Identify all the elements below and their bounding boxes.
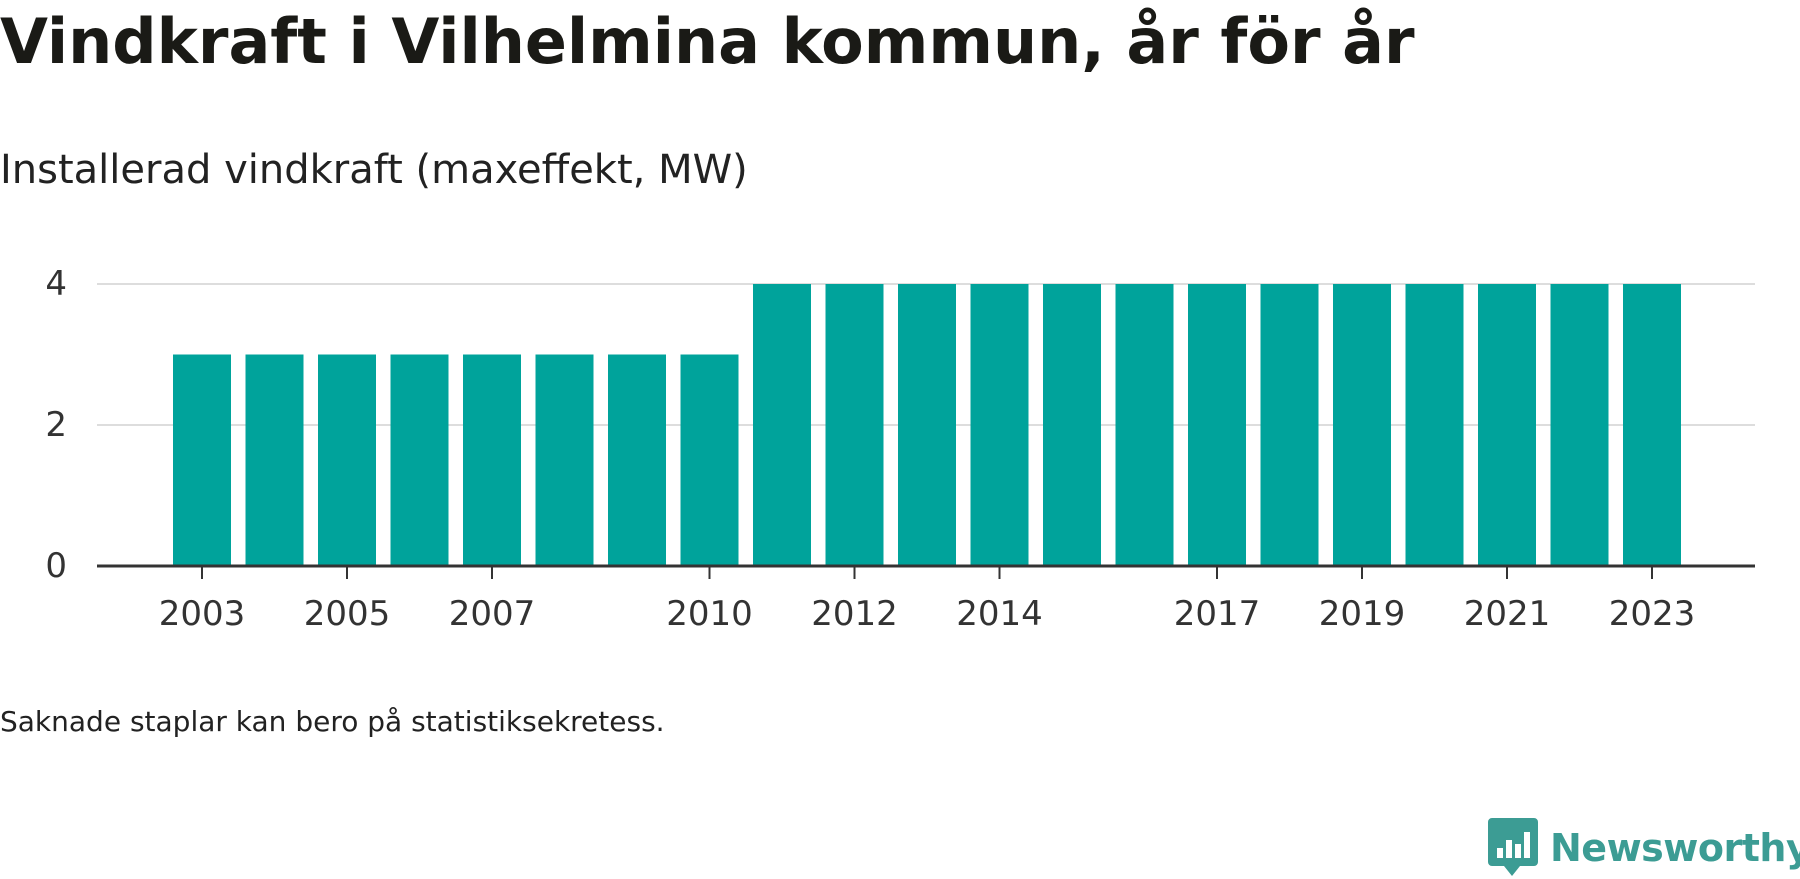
bar-2018 — [1260, 284, 1319, 566]
newsworthy-logo: Newsworthy — [1488, 818, 1800, 878]
bar-2017 — [1188, 284, 1246, 566]
bar-2010 — [680, 354, 739, 566]
bar-2021 — [1478, 284, 1536, 566]
x-tick-label-2021: 2021 — [1464, 594, 1551, 634]
bar-2015 — [1043, 284, 1101, 566]
logo-wordmark: Newsworthy — [1550, 826, 1800, 870]
bar-2005 — [318, 354, 376, 566]
bar-2013 — [898, 284, 956, 566]
chart-subtitle: Installerad vindkraft (maxeffekt, MW) — [0, 147, 748, 193]
footnote: Saknade staplar kan bero på statistiksek… — [0, 705, 665, 738]
x-tick-label-2003: 2003 — [159, 594, 246, 634]
bar-chart: 0 2 4 2003 2005 2007 2010 2012 2014 2017 2019 2021 2… — [45, 264, 1755, 634]
bar-2014 — [970, 284, 1029, 566]
x-tick-label-2007: 2007 — [449, 594, 536, 634]
bar-2022 — [1550, 284, 1609, 566]
bar-2016 — [1115, 284, 1174, 566]
x-tick-label-2023: 2023 — [1609, 594, 1696, 634]
y-tick-label-2: 2 — [45, 405, 67, 445]
bar-2008 — [535, 354, 594, 566]
y-tick-label-4: 4 — [45, 264, 67, 304]
x-tick-label-2014: 2014 — [956, 594, 1043, 634]
bar-2007 — [463, 354, 521, 566]
y-tick-label-0: 0 — [45, 546, 67, 586]
bar-2012 — [825, 284, 884, 566]
x-tick-label-2005: 2005 — [304, 594, 391, 634]
chart-title: Vindkraft i Vilhelmina kommun, år för år — [0, 5, 1415, 78]
x-tick-label-2012: 2012 — [811, 594, 898, 634]
axes: 0 2 4 2003 2005 2007 2010 2012 2014 2017 2019 2021 2… — [45, 264, 1755, 634]
bar-2006 — [390, 354, 449, 566]
x-tick-label-2017: 2017 — [1174, 594, 1261, 634]
x-tick-label-2010: 2010 — [666, 594, 753, 634]
bar-2003 — [173, 354, 231, 566]
bars — [173, 284, 1681, 566]
bar-2011 — [753, 284, 811, 566]
bar-2023 — [1623, 284, 1681, 566]
bar-2019 — [1333, 284, 1391, 566]
bar-2020 — [1405, 284, 1464, 566]
bar-2009 — [608, 354, 666, 566]
bar-2004 — [245, 354, 304, 566]
x-tick-label-2019: 2019 — [1319, 594, 1406, 634]
bar-chart-speech-bubble-icon — [1488, 818, 1538, 876]
